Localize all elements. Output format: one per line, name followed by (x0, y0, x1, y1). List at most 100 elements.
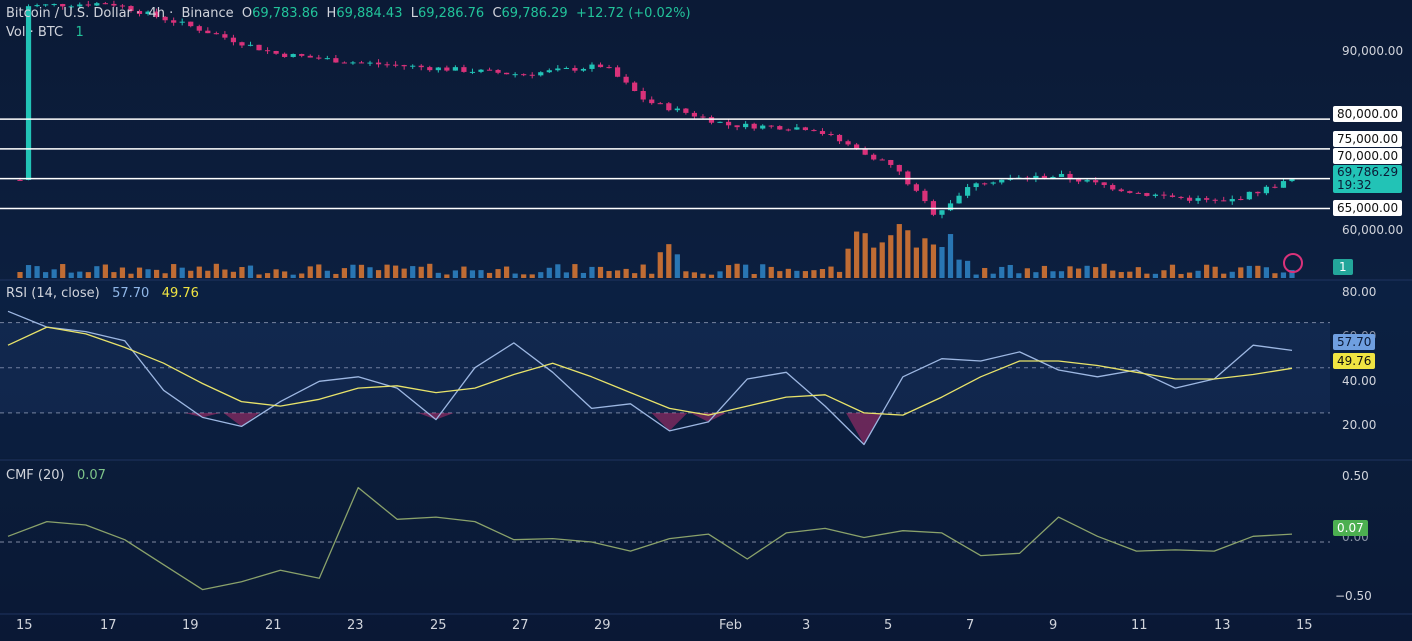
volume-bar (17, 272, 23, 278)
time-axis-label: 27 (512, 618, 529, 633)
candle-body (1161, 194, 1167, 196)
volume-bar (1033, 272, 1039, 278)
candle-body (469, 71, 476, 73)
candle-body (1272, 186, 1278, 188)
candle-body (888, 159, 894, 165)
candle-body (785, 129, 791, 131)
volume-bar (504, 266, 510, 278)
volume-bar (478, 270, 484, 278)
volume-bar (1050, 271, 1056, 278)
candle-body (666, 103, 672, 111)
cmf-tick-neg050: −0.50 (1335, 589, 1372, 603)
rsi-legend[interactable]: RSI (14, close) 57.70 49.76 (6, 286, 199, 301)
candle-body (708, 117, 715, 123)
candle-body (990, 182, 996, 184)
volume-bar (273, 269, 279, 278)
time-axis-label: 9 (1049, 618, 1058, 633)
volume-bar (1067, 266, 1073, 278)
volume-value: 1 (75, 25, 84, 40)
symbol-legend[interactable]: Bitcoin / U.S. Dollar · 4h · Binance O69… (6, 6, 691, 21)
candle-body (1093, 180, 1099, 183)
volume-bar (333, 273, 339, 278)
volume-bar (145, 269, 151, 278)
candle-body (683, 108, 689, 113)
time-axis-label: 5 (884, 618, 893, 633)
candle-body (486, 69, 493, 71)
candle-body (307, 55, 313, 58)
volume-bar (264, 273, 271, 278)
candle-body (657, 103, 663, 105)
candle-body (896, 164, 902, 172)
volume-bar (768, 266, 774, 278)
volume-bar (85, 272, 91, 278)
candle-body (982, 183, 988, 185)
open-value: 69,783.86 (252, 6, 319, 21)
candle-body (1127, 191, 1133, 193)
candle-body (77, 4, 83, 7)
candle-body (25, 6, 32, 180)
candle-body (341, 62, 348, 64)
volume-bar (247, 265, 254, 278)
cmf-legend[interactable]: CMF (20) 0.07 (6, 468, 106, 483)
volume-bar (1075, 268, 1082, 278)
volume-bar (290, 274, 296, 278)
candle-body (973, 183, 979, 188)
candle-body (60, 4, 66, 7)
volume-bar (60, 264, 66, 278)
volume-bar (657, 252, 663, 278)
volume-bar (1246, 265, 1252, 278)
time-axis-label: 17 (100, 618, 117, 633)
volume-bar (401, 268, 407, 278)
volume-bar (1289, 269, 1295, 278)
volume-bar (1186, 272, 1193, 278)
candle-body (717, 121, 723, 123)
candle-body (1289, 179, 1295, 182)
volume-bar (546, 267, 552, 278)
volume-bar (538, 272, 544, 278)
candle-body (1204, 198, 1210, 200)
candle-body (580, 68, 587, 71)
volume-bar (1058, 271, 1065, 278)
candle-body (811, 130, 817, 132)
volume-bar (256, 274, 262, 278)
volume-bar (862, 233, 868, 278)
volume-bar (1195, 270, 1201, 278)
candle-body (410, 65, 416, 67)
high-value: 69,884.43 (336, 6, 403, 21)
volume-bar (119, 267, 126, 278)
last-price-tag: 69,786.29 19:32 (1333, 165, 1403, 193)
volume-bar (94, 266, 100, 278)
interval-label: 4h (148, 6, 165, 21)
candle-body (111, 3, 117, 6)
volume-bar (136, 267, 143, 278)
cmf-tick-050: 0.50 (1342, 469, 1369, 483)
volume-bar (708, 274, 715, 278)
volume-bar (580, 272, 587, 278)
candle-body (239, 42, 245, 46)
candle-body (1263, 186, 1269, 194)
candle-body (802, 127, 808, 131)
volume-bar (982, 267, 988, 278)
volume-bar (282, 271, 288, 278)
volume-bar (640, 264, 646, 278)
rsi-pane-bg (0, 280, 1412, 458)
candle-body (444, 67, 450, 71)
volume-bar (743, 264, 749, 278)
volume-bar (162, 273, 168, 278)
volume-bar (1127, 271, 1133, 278)
candle-body (1067, 173, 1073, 180)
candle-body (51, 4, 57, 6)
volume-legend[interactable]: Vol · BTC 1 (6, 25, 84, 40)
volume-bar (1161, 270, 1167, 278)
volume-bar (495, 269, 501, 278)
candle-body (1195, 198, 1201, 201)
candle-body (1033, 175, 1039, 179)
candle-body (1041, 175, 1048, 179)
volume-bar (555, 264, 561, 278)
volume-bar (760, 264, 766, 278)
rsi-oversold-fill (846, 412, 882, 445)
candle-body (504, 72, 510, 75)
candle-body (179, 21, 185, 23)
candle-body (1144, 193, 1150, 196)
